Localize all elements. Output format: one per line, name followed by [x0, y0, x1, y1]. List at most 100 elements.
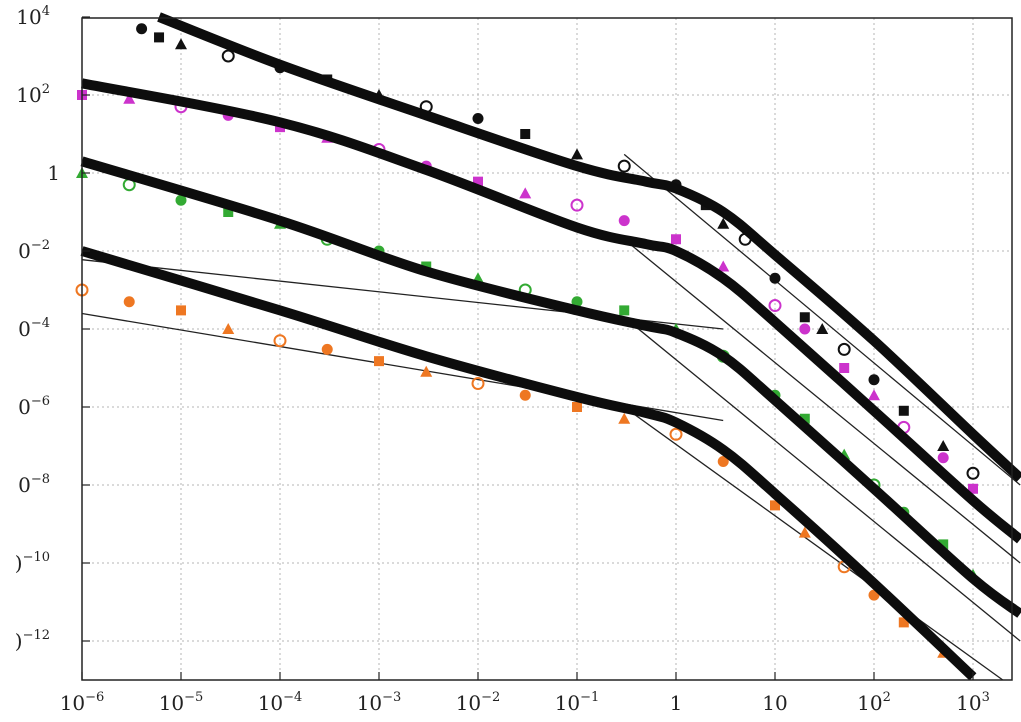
data-point: [937, 440, 950, 451]
data-point: [618, 412, 631, 424]
y-tick-label: )−10: [15, 550, 50, 575]
data-point: [769, 272, 781, 284]
x-tick-base: 10: [258, 691, 283, 715]
data-point: [175, 38, 187, 50]
y-tick-exponent: −4: [31, 316, 50, 331]
x-tick-base: 10: [159, 691, 184, 715]
fit-curve: [80, 246, 977, 681]
data-point: [816, 323, 829, 334]
data-point: [570, 198, 584, 212]
x-tick-exponent: −2: [481, 690, 500, 705]
y-tick-exponent: −12: [23, 628, 50, 643]
x-tick-label: 10: [762, 691, 787, 715]
data-point: [671, 234, 681, 245]
data-point: [669, 427, 683, 441]
data-point: [618, 215, 630, 227]
data-point: [937, 452, 949, 464]
x-tick-base: 10: [956, 691, 981, 715]
x-tick-label: 10−4: [258, 690, 303, 715]
data-point: [571, 296, 583, 308]
x-tick-exponent: −5: [184, 690, 203, 705]
data-point: [898, 617, 909, 628]
data-point: [798, 526, 811, 538]
data-point: [571, 148, 583, 160]
data-point: [938, 539, 949, 550]
x-tick-base: 1: [670, 691, 683, 715]
data-point: [123, 92, 136, 104]
data-point: [839, 363, 850, 373]
data-point: [619, 305, 630, 316]
x-tick-exponent: 2: [883, 690, 891, 705]
y-tick-base: 0: [18, 239, 31, 263]
x-tick-exponent: −3: [382, 690, 401, 705]
data-point: [799, 312, 810, 323]
asymptote-line: [623, 406, 1004, 681]
data-point: [717, 217, 730, 229]
y-tick-label: 104: [16, 4, 50, 29]
data-point: [770, 500, 780, 511]
data-point: [868, 389, 880, 401]
data-point: [221, 49, 235, 63]
y-tick-base: 10: [16, 83, 41, 107]
y-tick-exponent: 4: [42, 4, 50, 19]
data-point: [717, 456, 729, 468]
x-tick-label: 10−3: [357, 690, 402, 715]
y-tick-label: 102: [16, 82, 50, 107]
data-point: [520, 129, 531, 139]
x-tick-label: 1: [670, 691, 683, 715]
data-point: [519, 187, 532, 199]
x-tick-exponent: 3: [982, 690, 990, 705]
data-point: [473, 176, 483, 187]
data-point: [868, 374, 880, 386]
data-point: [799, 323, 811, 335]
data-point: [176, 305, 186, 316]
x-tick-base: 10: [857, 691, 882, 715]
data-point: [572, 402, 582, 412]
y-tick-base: ): [15, 629, 23, 653]
data-point: [136, 23, 148, 35]
data-point: [519, 389, 531, 401]
x-tick-label: 10−2: [456, 690, 501, 715]
data-point: [175, 194, 187, 206]
y-tick-base: 0: [18, 317, 31, 341]
data-point: [717, 260, 730, 272]
y-tick-label: 1: [47, 161, 60, 185]
x-tick-exponent: −6: [85, 690, 104, 705]
data-point: [768, 299, 782, 313]
fit-curve: [80, 156, 1021, 618]
y-tick-exponent: −8: [31, 472, 50, 487]
data-point: [472, 112, 484, 124]
y-tick-base: ): [15, 551, 23, 575]
plot-frame: [81, 17, 1013, 681]
y-tick-base: 1: [47, 161, 60, 185]
fit-curve: [81, 78, 1021, 544]
y-tick-exponent: −2: [31, 238, 50, 253]
x-tick-base: 10: [555, 691, 580, 715]
y-tick-base: 10: [16, 5, 41, 29]
y-tick-label: 0−6: [18, 394, 50, 419]
data-point: [898, 405, 909, 416]
data-point: [321, 343, 333, 355]
asymptote-line: [623, 316, 1021, 642]
data-point: [420, 365, 433, 377]
y-tick-exponent: 2: [42, 82, 50, 97]
fit-curve: [157, 12, 1021, 482]
data-point: [966, 466, 980, 480]
asymptote-line: [623, 153, 1021, 486]
x-tick-label: 10−5: [159, 690, 204, 715]
y-tick-exponent: −10: [23, 550, 50, 565]
data-point: [273, 334, 287, 348]
data-point: [799, 413, 810, 424]
x-tick-label: 103: [956, 690, 990, 715]
y-tick-label: )−12: [15, 628, 50, 653]
data-point: [374, 356, 384, 367]
data-point: [471, 377, 485, 391]
y-tick-label: 0−4: [18, 316, 50, 341]
data-point: [222, 323, 235, 334]
fit-curves: [80, 12, 1021, 681]
data-point: [123, 296, 135, 308]
data-point: [837, 342, 851, 356]
data-point: [617, 159, 631, 173]
